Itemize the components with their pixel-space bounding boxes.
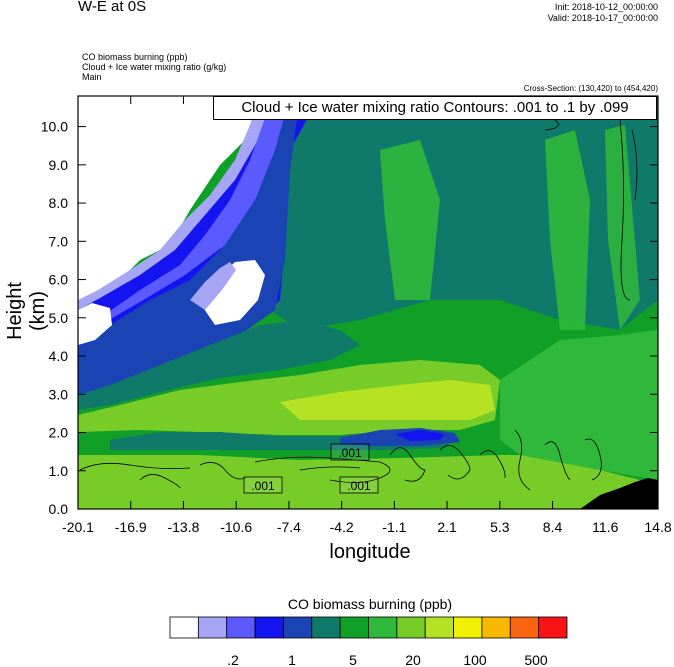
valid-time: Valid: 2018-10-17_00:00:00	[547, 13, 658, 23]
x-tick-label: -13.8	[167, 519, 199, 535]
colorbar-swatch	[538, 616, 568, 639]
colorbar-label: 1	[288, 652, 296, 667]
y-tick-label: 2.0	[49, 425, 69, 441]
x-tick-label: -4.2	[330, 519, 354, 535]
contour-labels: .001 .001 .001	[243, 443, 379, 494]
colorbar-swatch	[169, 616, 199, 639]
y-tick-label: 9.0	[49, 157, 69, 173]
colorbar-label: .2	[227, 652, 239, 667]
colorbar: .2 1 5 20 100 500	[169, 616, 568, 667]
x-tick-label: 5.3	[490, 519, 510, 535]
plot-title: W-E at 0S	[78, 0, 147, 15]
x-tick-label: 14.8	[644, 519, 671, 535]
contour-label: .001	[338, 446, 362, 460]
colorbar-swatch	[368, 616, 398, 639]
colorbar-swatch	[254, 616, 284, 639]
x-tick-label: -10.6	[220, 519, 252, 535]
contour-info-box: Cloud + Ice water mixing ratio Contours:…	[213, 96, 657, 120]
y-tick-label: 3.0	[49, 386, 69, 402]
heatmap-field	[78, 96, 658, 509]
contour-label: .001	[251, 479, 275, 493]
y-tick-label: 8.0	[49, 195, 69, 211]
x-tick-label: -20.1	[62, 519, 94, 535]
colorbar-swatch	[197, 616, 228, 639]
y-tick-label: 0.0	[49, 501, 69, 517]
colorbar-swatch	[396, 616, 426, 639]
cross-section-info: Cross-Section: (130,420) to (454,420)	[523, 84, 658, 93]
x-axis: -20.1 -16.9 -13.8 -10.6 -7.4 -4.2 -1.1 2.1 5.3 8.…	[62, 96, 672, 535]
y-tick-label: 10.0	[41, 119, 68, 135]
y-tick-label: 5.0	[49, 310, 69, 326]
colorbar-label: 500	[524, 652, 548, 667]
colorbar-swatch	[311, 616, 341, 639]
x-axis-label: longitude	[329, 541, 411, 563]
colorbar-swatch	[424, 616, 454, 639]
y-axis: 0.0 1.0 2.0 3.0 4.0 5.0 6.0 7.0 8.0 9.0 10.0	[41, 119, 658, 517]
colorbar-swatch	[283, 616, 313, 639]
colorbar-label: 100	[463, 652, 487, 667]
y-axis-label: Height (km)	[4, 282, 49, 340]
time-info: Init: 2018-10-12_00:00:00 Valid: 2018-10…	[548, 2, 658, 24]
cloud-contours	[79, 115, 638, 491]
colorbar-label: 5	[349, 652, 357, 667]
y-tick-label: 4.0	[49, 348, 69, 364]
colorbar-swatch	[339, 616, 369, 639]
y-tick-label: 1.0	[49, 463, 69, 479]
colorbar-swatch	[226, 616, 256, 639]
y-tick-label: 7.0	[49, 233, 69, 249]
colorbar-swatch	[481, 616, 511, 639]
x-tick-label: -1.1	[382, 519, 406, 535]
colorbar-label: 20	[405, 652, 421, 667]
x-tick-label: 2.1	[437, 519, 457, 535]
variable-line-3: Main	[82, 72, 102, 82]
colorbar-swatch	[453, 616, 483, 639]
colorbar-swatch	[509, 616, 540, 639]
variable-line-1: CO biomass burning (ppb)	[82, 52, 188, 62]
x-tick-label: 11.6	[592, 519, 618, 535]
variable-line-2: Cloud + Ice water mixing ratio (g/kg)	[82, 62, 227, 72]
x-tick-label: -16.9	[115, 519, 147, 535]
colorbar-title: CO biomass burning (ppb)	[287, 596, 453, 612]
y-tick-label: 6.0	[49, 272, 69, 288]
variable-info: CO biomass burning (ppb) Cloud + Ice wat…	[82, 52, 226, 82]
contour-label: .001	[347, 479, 371, 493]
x-tick-label: 8.4	[543, 519, 563, 535]
x-tick-label: -7.4	[277, 519, 301, 535]
init-time: Init: 2018-10-12_00:00:00	[554, 2, 658, 12]
